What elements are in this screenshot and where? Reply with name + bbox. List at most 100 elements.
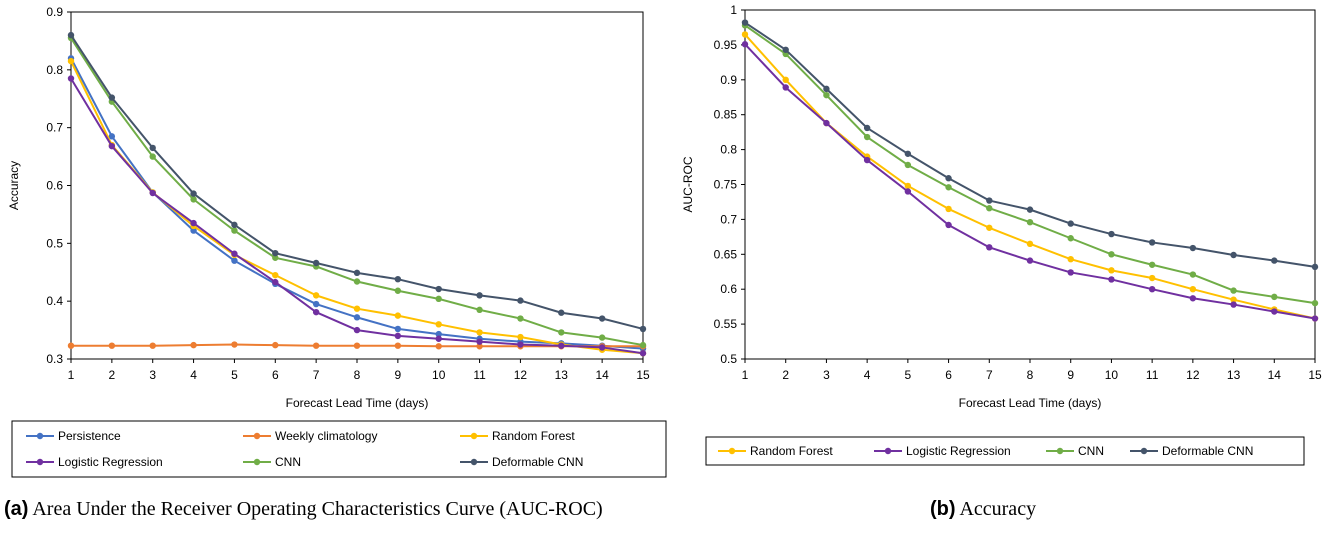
charta-y-tick-label: 0.4 [46, 294, 63, 308]
charta-point-logistic-regression [394, 332, 402, 340]
chartb-y-tick-label: 0.8 [720, 143, 737, 157]
chartb-point-deformable-cnn [741, 19, 749, 26]
charta-legend-label-weekly-climatology: Weekly climatology [275, 429, 377, 443]
chartb-point-cnn [1271, 293, 1278, 301]
charta-point-deformable-cnn [149, 144, 156, 152]
caption-a-text: Area Under the Receiver Operating Charac… [32, 498, 603, 520]
charta-legend-label-persistence: Persistence [58, 429, 121, 443]
chartb-point-random-forest [1067, 255, 1074, 263]
chartb-point-logistic-regression [1108, 276, 1115, 283]
charta-point-logistic-regression [149, 189, 156, 197]
charta-x-tick-label: 4 [190, 368, 197, 382]
charta-point-weekly-climatology [394, 342, 402, 349]
chartb-x-tick-label: 6 [945, 368, 952, 382]
chartb-point-random-forest [945, 205, 952, 213]
charta-point-logistic-regression [231, 250, 238, 257]
charta-x-tick-label: 15 [636, 368, 650, 382]
chartb-legend-label-random-forest: Random Forest [750, 444, 833, 458]
chartb-legend-label-cnn: CNN [1078, 444, 1104, 458]
charta-legend-label-logistic-regression: Logistic Regression [58, 455, 163, 469]
charta-legend-box [11, 420, 667, 478]
chartb-point-logistic-regression [1148, 286, 1156, 293]
charta-point-logistic-regression [67, 75, 75, 82]
chartb-y-tick-label: 1 [730, 3, 737, 17]
charta-point-weekly-climatology [353, 342, 361, 349]
chartb-point-random-forest [741, 31, 749, 38]
chartb-series-line-logistic-regression [744, 43, 1316, 320]
chartb-legend-label-logistic-regression: Logistic Regression [906, 444, 1011, 458]
charta-point-weekly-climatology [108, 342, 116, 349]
charta-point-logistic-regression [517, 341, 524, 348]
chartb-legend-box [705, 436, 1305, 466]
chartb-point-deformable-cnn [1148, 239, 1156, 246]
chartb-point-logistic-regression [863, 156, 871, 164]
charta-y-tick-label: 0.7 [46, 121, 63, 135]
charta-point-cnn [476, 306, 483, 314]
chartb-x-tick-label: 14 [1268, 368, 1282, 382]
chartb-point-deformable-cnn [1067, 220, 1074, 227]
charta-x-tick-label: 9 [395, 368, 402, 382]
chartb-x-tick-label: 5 [905, 368, 912, 382]
charta-legend-label-deformable-cnn: Deformable CNN [492, 455, 583, 469]
chartb-point-logistic-regression [1311, 315, 1319, 322]
charta-point-cnn [517, 315, 524, 322]
charta-point-weekly-climatology [272, 341, 279, 349]
chartb-point-cnn [1148, 261, 1156, 268]
chartb-point-random-forest [986, 224, 993, 231]
charta-x-tick-label: 2 [109, 368, 116, 382]
charta-point-deformable-cnn [598, 315, 606, 322]
charta-point-logistic-regression [476, 338, 483, 345]
chartb-point-logistic-regression [1271, 308, 1278, 315]
charta-point-weekly-climatology [476, 343, 483, 350]
chartb-point-random-forest [782, 76, 789, 84]
chartb-series-line-deformable-cnn [744, 21, 1316, 268]
charta-point-random-forest [476, 329, 483, 336]
charta-legend-marker-cnn [253, 458, 261, 466]
charta-point-cnn [558, 329, 565, 336]
charta-x-tick-label: 14 [595, 368, 609, 382]
charta-point-deformable-cnn [394, 275, 402, 283]
charta-point-cnn [272, 254, 279, 261]
chartb-point-deformable-cnn [945, 175, 952, 182]
charta-point-deformable-cnn [639, 325, 647, 333]
charta-point-random-forest [312, 292, 320, 299]
chartb-x-axis-label: Forecast Lead Time (days) [959, 396, 1102, 410]
charta-point-cnn [394, 287, 402, 294]
chartb-point-deformable-cnn [1230, 251, 1237, 259]
charta-point-persistence [190, 227, 197, 234]
chartb-x-tick-label: 15 [1308, 368, 1322, 382]
chartb-point-random-forest [904, 182, 912, 190]
charta-x-tick-label: 8 [354, 368, 361, 382]
charta-series-line-deformable-cnn [70, 34, 644, 330]
charta-point-weekly-climatology [149, 342, 156, 349]
chartb-point-logistic-regression [1230, 301, 1237, 308]
charta-series-line-cnn [70, 37, 644, 347]
charta-x-axis-label: Forecast Lead Time (days) [286, 396, 429, 410]
chartb-point-cnn [945, 184, 952, 191]
chartb-point-deformable-cnn [1271, 257, 1278, 264]
charta-point-random-forest [394, 312, 402, 319]
chartb-point-cnn [1108, 251, 1115, 258]
charta-point-cnn [639, 341, 647, 349]
caption-a-tag: (a) [4, 498, 29, 520]
chartb-x-tick-label: 11 [1146, 368, 1159, 382]
charta-point-random-forest [67, 57, 75, 65]
chartb-x-tick-label: 10 [1105, 368, 1119, 382]
charta-x-tick-label: 5 [231, 368, 238, 382]
charta-point-deformable-cnn [435, 285, 442, 293]
charta-y-tick-label: 0.5 [46, 236, 63, 250]
chartb-point-cnn [1311, 299, 1319, 307]
chartb-point-logistic-regression [904, 188, 912, 195]
charta-point-logistic-regression [272, 278, 279, 286]
charta-y-tick-label: 0.6 [46, 179, 63, 193]
charta-point-logistic-regression [190, 219, 197, 227]
charta-point-weekly-climatology [435, 343, 442, 350]
chartb-y-tick-label: 0.65 [714, 247, 738, 261]
chartb-point-deformable-cnn [863, 124, 871, 132]
charta-point-weekly-climatology [190, 341, 197, 349]
chartb-point-logistic-regression [782, 84, 789, 91]
charta-y-axis-label: Accuracy [7, 161, 21, 210]
charta-point-cnn [190, 196, 197, 203]
charta-x-tick-label: 7 [313, 368, 320, 382]
charta-x-tick-label: 12 [514, 368, 528, 382]
